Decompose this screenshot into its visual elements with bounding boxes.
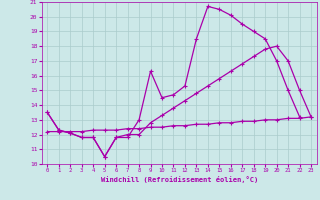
X-axis label: Windchill (Refroidissement éolien,°C): Windchill (Refroidissement éolien,°C) (100, 176, 258, 183)
